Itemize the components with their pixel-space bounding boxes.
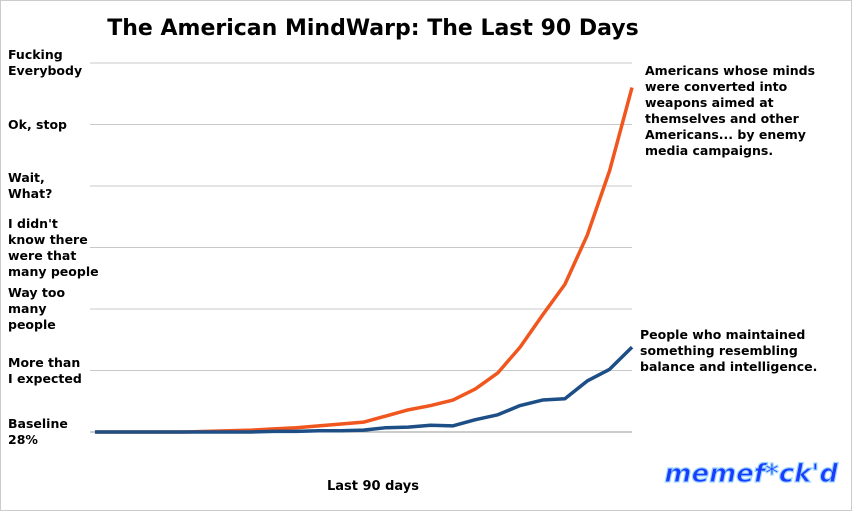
y-tick-label: I didn't know there were that many peopl… (8, 215, 99, 279)
y-tick-label: Wait, What? (8, 170, 53, 201)
x-axis-label: Last 90 days (326, 479, 420, 494)
series-label: People who maintained something resembli… (640, 327, 818, 374)
y-tick-label: Way too many people (8, 285, 66, 332)
chart-title: The American MindWarp: The Last 90 Days (107, 16, 639, 41)
series-line (95, 87, 634, 434)
y-tick-label: Fucking Everybody (8, 47, 83, 78)
y-tick-label: Baseline 28% (8, 416, 68, 447)
series-line (95, 345, 634, 434)
y-tick-label: Ok, stop (8, 116, 67, 132)
watermark: memef*ck'd (664, 459, 838, 489)
y-tick-label: More than I expected (8, 354, 82, 386)
series-label: Americans whose minds were converted int… (645, 63, 816, 158)
